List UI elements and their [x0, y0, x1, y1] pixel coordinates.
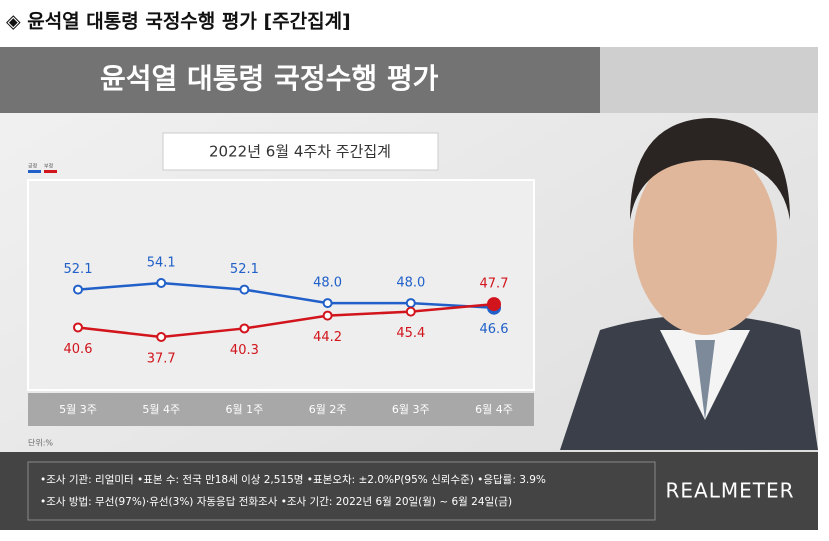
- subtitle-box: [162, 132, 439, 171]
- data-label: 45.4: [396, 326, 425, 341]
- plot-area: [27, 179, 535, 391]
- point: [239, 323, 250, 334]
- data-label: 52.1: [64, 262, 93, 277]
- data-label: 48.0: [396, 276, 425, 291]
- point: [156, 332, 167, 342]
- point: [487, 297, 501, 312]
- title-band-right: [600, 47, 818, 113]
- subtitle: 2022년 6월 4주차 주간집계: [209, 143, 391, 161]
- point: [405, 306, 416, 317]
- brand: REALMETER: [666, 479, 795, 503]
- data-label: 47.7: [480, 277, 509, 292]
- x-tick-label: 6월 1주: [226, 403, 264, 416]
- data-label: 37.7: [147, 352, 176, 367]
- point: [73, 322, 83, 333]
- point: [405, 298, 416, 309]
- x-tick-label: 6월 4주: [475, 403, 513, 416]
- title-band: [0, 47, 600, 113]
- point: [322, 298, 333, 309]
- footer-note: •조사 방법: 무선(97%)·유선(3%) 자동응답 전화조사 •조사 기간:…: [40, 495, 512, 508]
- data-label: 48.0: [313, 276, 342, 291]
- series-line: [77, 281, 495, 309]
- point: [73, 284, 83, 295]
- data-label: 46.6: [480, 322, 509, 337]
- legend-swatch: [44, 170, 57, 173]
- point: [156, 278, 167, 288]
- notes-box: [27, 461, 656, 521]
- legend-label: 부정: [44, 163, 53, 170]
- x-tick-label: 5월 3주: [59, 403, 97, 416]
- series-line: [77, 302, 495, 339]
- legend-swatch: [28, 170, 41, 173]
- point: [239, 284, 250, 295]
- x-tick-label: 6월 3주: [392, 403, 430, 416]
- footer-band: [0, 452, 818, 530]
- chart-title: 윤석열 대통령 국정수행 평가: [100, 62, 439, 95]
- footer-note: •조사 기관: 리얼미터 •표본 수: 전국 만18세 이상 2,515명 •표…: [40, 474, 546, 486]
- portrait: [560, 118, 818, 450]
- data-label: 54.1: [147, 256, 176, 271]
- category-band: [28, 393, 534, 426]
- data-label: 44.2: [313, 330, 342, 345]
- x-tick-label: 6월 2주: [309, 403, 347, 416]
- data-label: 40.6: [64, 342, 93, 357]
- unit-note: 단위:%: [28, 438, 53, 448]
- page-header: ◈ 윤석열 대통령 국정수행 평가 [주간집계]: [6, 11, 351, 33]
- legend-label: 긍정: [28, 163, 37, 170]
- data-label: 40.3: [230, 343, 259, 358]
- point: [322, 310, 333, 321]
- x-tick-label: 5월 4주: [142, 403, 180, 416]
- data-label: 52.1: [230, 262, 259, 277]
